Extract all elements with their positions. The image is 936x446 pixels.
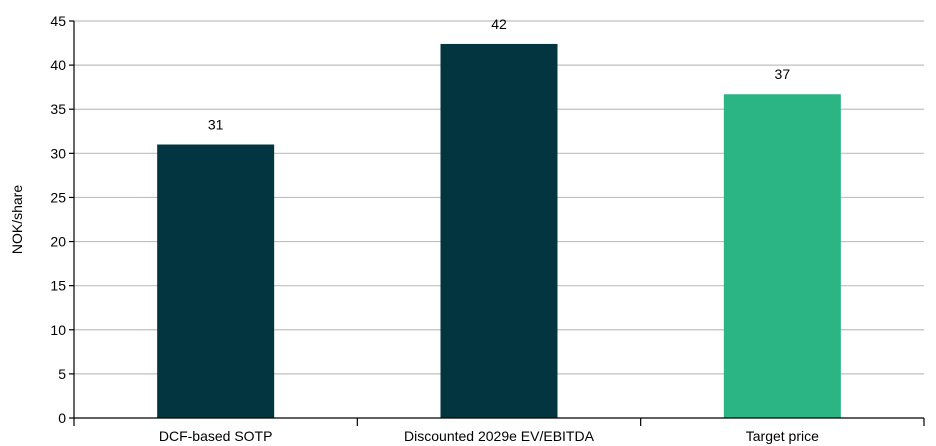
y-axis-title: NOK/share — [9, 185, 25, 254]
y-tick-label: 40 — [50, 57, 66, 73]
category-labels: DCF-based SOTP Discounted 2029e EV/EBITDA… — [159, 428, 819, 444]
x-tick-marks — [73, 418, 925, 426]
axes — [73, 21, 924, 419]
y-tick-label: 20 — [50, 234, 66, 250]
data-label: 37 — [775, 66, 791, 82]
y-tick-label: 25 — [50, 189, 66, 205]
category-label: Target price — [746, 428, 819, 444]
bar — [723, 94, 841, 419]
y-tick-label: 15 — [50, 278, 66, 294]
data-labels: 31 42 37 — [208, 16, 790, 133]
y-tick-label: 35 — [50, 101, 66, 117]
y-tick-label: 0 — [58, 410, 66, 426]
y-tick-label: 5 — [58, 366, 66, 382]
y-tick-label: 45 — [50, 13, 66, 29]
category-label: Discounted 2029e EV/EBITDA — [404, 428, 595, 444]
data-label: 42 — [491, 16, 507, 32]
bars — [157, 43, 841, 419]
y-tick-label: 30 — [50, 145, 66, 161]
data-label: 31 — [208, 117, 224, 133]
y-tick-labels: 0 5 10 15 20 25 30 35 40 45 — [50, 13, 74, 426]
bar — [440, 43, 558, 419]
bar — [157, 144, 275, 418]
y-tick-label: 10 — [50, 322, 66, 338]
category-label: DCF-based SOTP — [159, 428, 273, 444]
